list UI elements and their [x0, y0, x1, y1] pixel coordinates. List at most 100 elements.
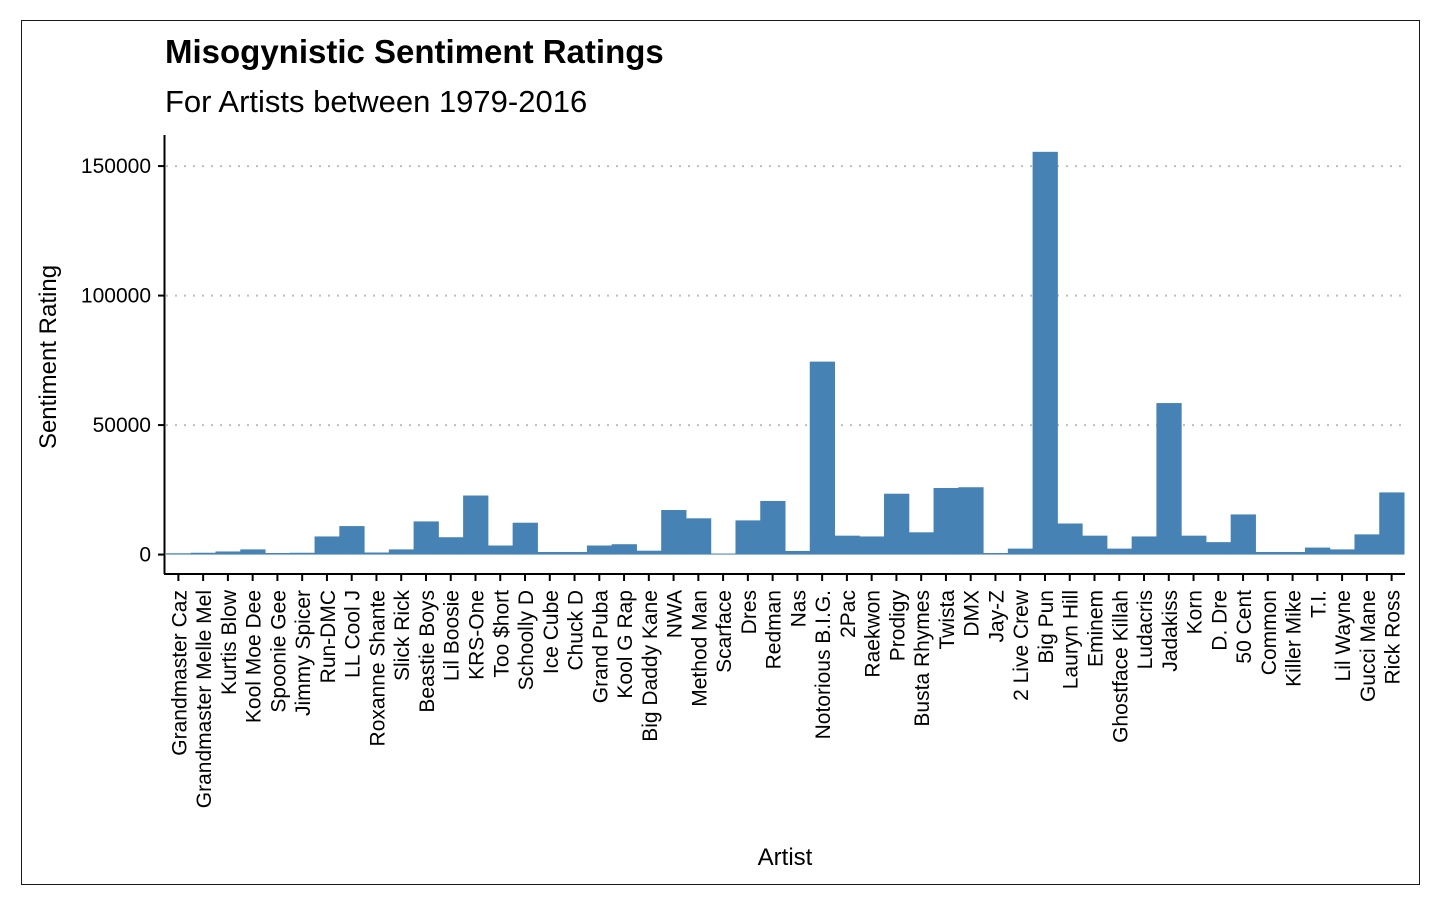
x-tick-label: Scarface — [713, 590, 736, 673]
x-tick-label: Korn — [1184, 590, 1207, 634]
x-tick-label: Jay-Z — [985, 590, 1008, 643]
bar — [710, 553, 736, 555]
x-tick-label: Kool G Rap — [614, 590, 637, 699]
x-tick-label: Ice Cube — [540, 590, 563, 674]
x-tick-label: Method Man — [688, 590, 711, 707]
x-tick-label: Busta Rhymes — [911, 590, 934, 727]
x-tick-label: Nas — [787, 590, 810, 627]
bar — [685, 518, 712, 555]
bar — [388, 549, 415, 555]
bar — [809, 361, 836, 555]
bar — [661, 510, 687, 555]
y-tick-label: 50000 — [93, 414, 151, 437]
bar — [859, 536, 885, 555]
x-tick-label: LL Cool J — [342, 590, 365, 678]
bar — [983, 553, 1009, 555]
y-ticks: 0 50000 100000 150000 — [81, 155, 164, 567]
bar — [438, 537, 464, 555]
bar — [1354, 534, 1380, 555]
bar — [1181, 535, 1207, 555]
x-tick-label: Lil Boosie — [441, 590, 464, 681]
bar — [265, 553, 291, 555]
bar — [884, 493, 910, 555]
bar — [1329, 549, 1355, 555]
x-tick-label: D. Dre — [1208, 590, 1231, 651]
bar — [1304, 547, 1331, 555]
chart-title: Misogynistic Sentiment Ratings — [165, 33, 664, 70]
bar — [166, 553, 192, 555]
bar — [190, 552, 217, 555]
bar — [1057, 523, 1083, 555]
bar — [1106, 548, 1133, 555]
x-tick-label: DMX — [961, 590, 984, 637]
y-tick-label: 100000 — [81, 285, 151, 308]
x-tick-label: Kurtis Blow — [218, 589, 241, 695]
x-tick-label: Beastie Boys — [416, 590, 439, 713]
bar — [760, 500, 786, 555]
bar — [834, 535, 860, 555]
bar — [1131, 536, 1157, 555]
bar — [314, 536, 340, 555]
bar — [735, 520, 761, 555]
bar — [933, 488, 959, 555]
bar — [1082, 535, 1108, 555]
bar — [215, 551, 241, 555]
x-tick-label: Spoonie Gee — [267, 590, 290, 713]
x-tick-label: Run-DMC — [317, 590, 340, 683]
bar — [958, 487, 984, 555]
x-axis-label: Artist — [758, 844, 813, 871]
bar — [1205, 542, 1232, 555]
x-tick-label: KRS-One — [466, 590, 489, 680]
bar — [512, 522, 538, 555]
x-tick-label: 2 Live Crew — [1010, 589, 1033, 701]
x-tick-label: Ghostface Killah — [1109, 590, 1132, 743]
x-tick-label: Ludacris — [1134, 590, 1157, 669]
y-axis-label: Sentiment Rating — [35, 265, 62, 449]
x-tick-label: Lil Wayne — [1332, 590, 1355, 681]
x-tick-label: Grandmaster Melle Mel — [193, 590, 216, 808]
x-tick-label: Notorious B.I.G. — [812, 590, 835, 739]
x-tick-label: Slick Rick — [391, 590, 414, 682]
bar — [908, 532, 935, 555]
plot-frame — [21, 20, 1420, 885]
x-tick-label: 2Pac — [837, 590, 860, 638]
x-tick-label: 50 Cent — [1233, 590, 1256, 664]
bar — [1230, 514, 1256, 555]
x-tick-label: Gucci Mane — [1357, 590, 1380, 702]
x-tick-label: T.I. — [1307, 590, 1330, 618]
x-tick-label: NWA — [664, 590, 687, 638]
x-tick-label: Big Daddy Kane — [639, 590, 662, 742]
x-tick-label: Grandmaster Caz — [168, 590, 191, 756]
bar — [1156, 403, 1182, 555]
bar — [240, 549, 266, 555]
x-tick-label: Lauryn Hill — [1060, 590, 1083, 689]
bar — [413, 521, 439, 555]
x-tick-label: Prodigy — [886, 590, 909, 662]
bar — [1007, 548, 1034, 555]
bar — [463, 495, 489, 555]
bar — [537, 551, 563, 555]
bar — [1280, 551, 1306, 555]
x-tick-label: Schoolly D — [515, 590, 538, 690]
x-tick-label: Roxanne Shante — [366, 590, 389, 746]
x-ticks: Grandmaster Caz Grandmaster Melle Mel Kurt… — [168, 575, 1405, 808]
y-tick-label: 150000 — [81, 155, 151, 178]
x-tick-label: Too $hort — [490, 590, 513, 678]
x-tick-label: Grand Puba — [589, 590, 612, 704]
bar — [586, 545, 613, 555]
bar — [562, 551, 588, 555]
x-tick-label: Kool Moe Dee — [243, 590, 266, 723]
x-tick-label: Redman — [763, 590, 786, 669]
x-tick-label: Chuck D — [565, 590, 588, 671]
x-tick-label: Twista — [936, 590, 959, 650]
x-tick-label: Jadakiss — [1159, 590, 1182, 672]
bar — [636, 550, 662, 555]
grid-lines — [166, 165, 1404, 427]
bar — [364, 552, 390, 555]
x-tick-label: Rick Ross — [1382, 590, 1405, 685]
y-tick-label: 0 — [139, 544, 151, 567]
x-tick-label: Dres — [738, 590, 761, 634]
bar — [785, 550, 811, 555]
axes — [163, 135, 1405, 575]
